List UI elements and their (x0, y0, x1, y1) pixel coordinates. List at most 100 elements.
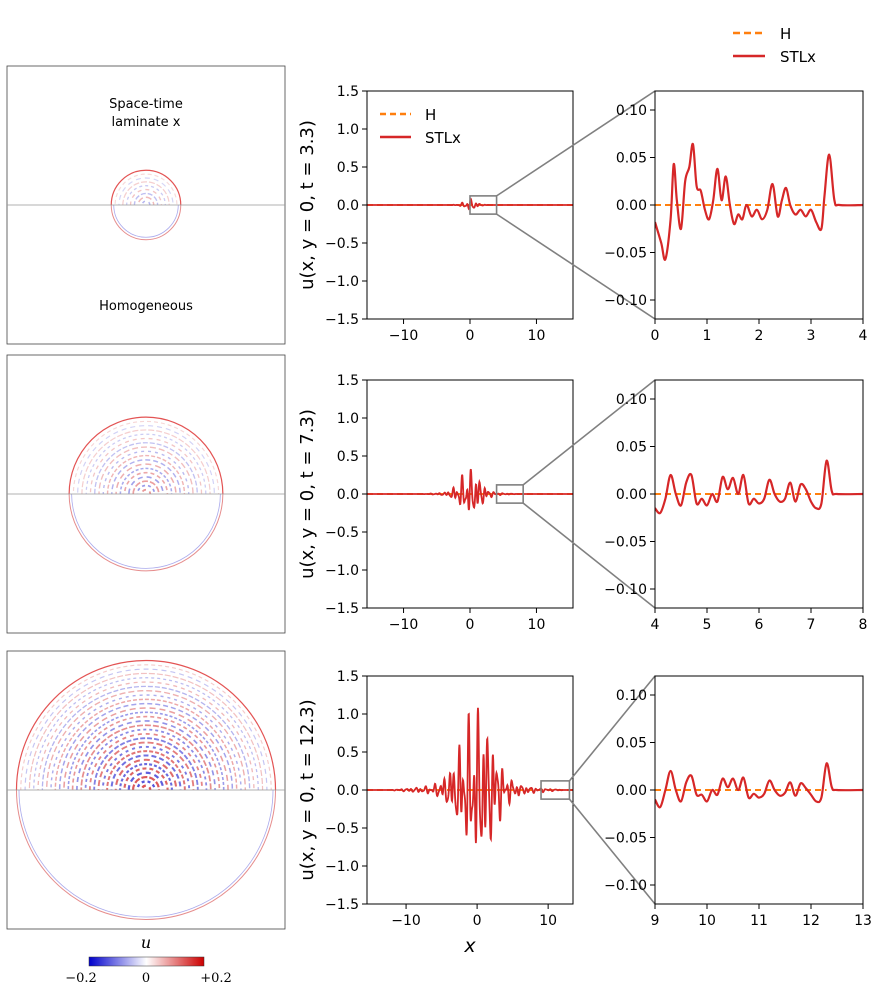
y-axis-label: u(x, y = 0, t = 3.3) (297, 120, 318, 290)
y-tick-label: 0.0 (337, 198, 359, 214)
y-tick-label: −1.5 (325, 897, 359, 913)
x-tick-label: 10 (698, 913, 716, 929)
field-panel-1 (6, 354, 286, 634)
wave-front (110, 169, 182, 205)
colorbar-gradient (88, 956, 205, 967)
plot-frame (654, 379, 864, 609)
y-tick-label: −1.0 (325, 859, 359, 875)
y-axis-label: u(x, y = 0, t = 7.3) (297, 409, 318, 579)
y-tick-label: 1.0 (337, 707, 359, 723)
series-stlx-line (655, 459, 863, 515)
panel-legend-stlx-label: STLx (425, 129, 461, 147)
x-tick-label: 3 (807, 328, 816, 344)
y-tick-label: −0.10 (604, 582, 647, 598)
y-tick-label: 0.00 (616, 487, 647, 503)
panel-legend-h-label: H (425, 106, 436, 124)
x-tick-label: 10 (528, 617, 546, 633)
x-tick-label: 12 (802, 913, 820, 929)
x-tick-label: 7 (807, 617, 816, 633)
series-group (367, 707, 573, 844)
wave-ring (80, 724, 212, 790)
x-tick-label: 9 (651, 913, 660, 929)
x-tick-label: 5 (703, 617, 712, 633)
y-tick-label: 0.10 (616, 103, 647, 119)
wave-ring (115, 463, 177, 494)
wave-ring (28, 672, 264, 790)
series-group (367, 468, 573, 511)
wave-ring (41, 685, 251, 790)
y-tick-label: 0.5 (337, 160, 359, 176)
wave-ring (123, 767, 169, 790)
series-stlx-line (367, 468, 573, 511)
zoom-connector-top (568, 675, 656, 782)
wave-ring (24, 668, 268, 790)
x-tick-label: −10 (391, 913, 421, 929)
plot-frame (366, 379, 574, 609)
homogeneous-half-ring (15, 789, 277, 920)
full-panel-2: −10 0 10 −1.5 −1.0 −0.5 0.0 0.5 1.0 1.5 u(x, y = 0… (297, 669, 656, 957)
y-tick-label: 0.05 (616, 736, 647, 752)
zoom-connector-bottom (568, 798, 656, 905)
x-tick-label: 4 (651, 617, 660, 633)
x-tick-label: 1 (703, 328, 712, 344)
y-tick-label: −1.5 (325, 312, 359, 328)
x-tick-label: −10 (389, 328, 419, 344)
y-tick-label: 0.00 (616, 783, 647, 799)
full-panel-1: −10 0 10 −1.5 −1.0 −0.5 0.0 0.5 1.0 1.5 u(x, y = 0… (297, 373, 656, 633)
field-label-top: Space-time (109, 97, 183, 112)
plot-frame (654, 90, 864, 320)
homogeneous-half-ring (68, 493, 224, 572)
x-tick-label: 2 (755, 328, 764, 344)
zoom-connector-bottom (522, 502, 656, 609)
wave-ring (129, 188, 163, 205)
zoom-connector-top (522, 379, 656, 486)
y-tick-label: 1.5 (337, 84, 359, 100)
zoom-connector-bottom (496, 213, 656, 320)
full-panel-0: −10 0 10 −1.5 −1.0 −0.5 0.0 0.5 1.0 1.5 u(x, y = 0… (297, 84, 656, 344)
legend-stlx-label: STLx (780, 48, 816, 66)
homogeneous-inner (113, 204, 179, 238)
wave-ring (106, 750, 186, 790)
y-tick-label: −0.05 (604, 246, 647, 262)
figure-legend: H STLx (733, 25, 816, 66)
homogeneous-front (68, 493, 224, 572)
legend-h-label: H (780, 25, 791, 43)
y-tick-label: −0.5 (325, 236, 359, 252)
wave-ring (111, 459, 181, 494)
y-tick-label: −0.5 (325, 525, 359, 541)
field-label-top-2: laminate x (112, 115, 181, 130)
wave-ring (119, 763, 173, 790)
x-tick-label: 0 (466, 617, 475, 633)
y-tick-label: 0.0 (337, 487, 359, 503)
x-tick-label: 6 (755, 617, 764, 633)
wave-ring (67, 711, 225, 790)
zoom-box (495, 484, 524, 504)
wave-ring (94, 442, 198, 494)
panel-legend: H STLx (380, 106, 461, 147)
field-panel-0: Space-time laminate x Homogeneous (6, 65, 286, 345)
y-tick-label: −0.5 (325, 821, 359, 837)
zoom-panel-2: 9 10 11 12 13 −0.10 −0.05 0.00 0.05 0.10 (604, 675, 872, 929)
x-tick-label: 11 (750, 913, 768, 929)
chart-panels: −10 0 10−1.5−1.0−0.50.00.51.01.5u(x, y = 0… (297, 84, 872, 957)
series-stlx-line (655, 762, 863, 809)
y-tick-label: −0.05 (604, 831, 647, 847)
x-tick-label: 0 (473, 913, 482, 929)
x-tick-label: 4 (859, 328, 868, 344)
zoom-box (469, 195, 498, 215)
wave-ring (118, 177, 174, 205)
homogeneous-inner (18, 789, 274, 918)
plot-frame (366, 90, 574, 320)
y-tick-label: −1.5 (325, 601, 359, 617)
wave-front (68, 416, 224, 494)
colorbar-min-label: −0.2 (65, 971, 97, 986)
y-tick-label: 0.5 (337, 745, 359, 761)
y-tick-label: 0.05 (616, 151, 647, 167)
wave-ring (81, 429, 211, 494)
zoom-box (540, 780, 571, 800)
zoom-panel-0: 0 1 2 3 4 −0.10 −0.05 0.00 0.05 0.10 (604, 90, 868, 344)
wave-ring (132, 480, 160, 494)
y-tick-label: −0.05 (604, 535, 647, 551)
zoom-panel-1: 4 5 6 7 8 −0.10 −0.05 0.00 0.05 0.10 (604, 379, 867, 633)
